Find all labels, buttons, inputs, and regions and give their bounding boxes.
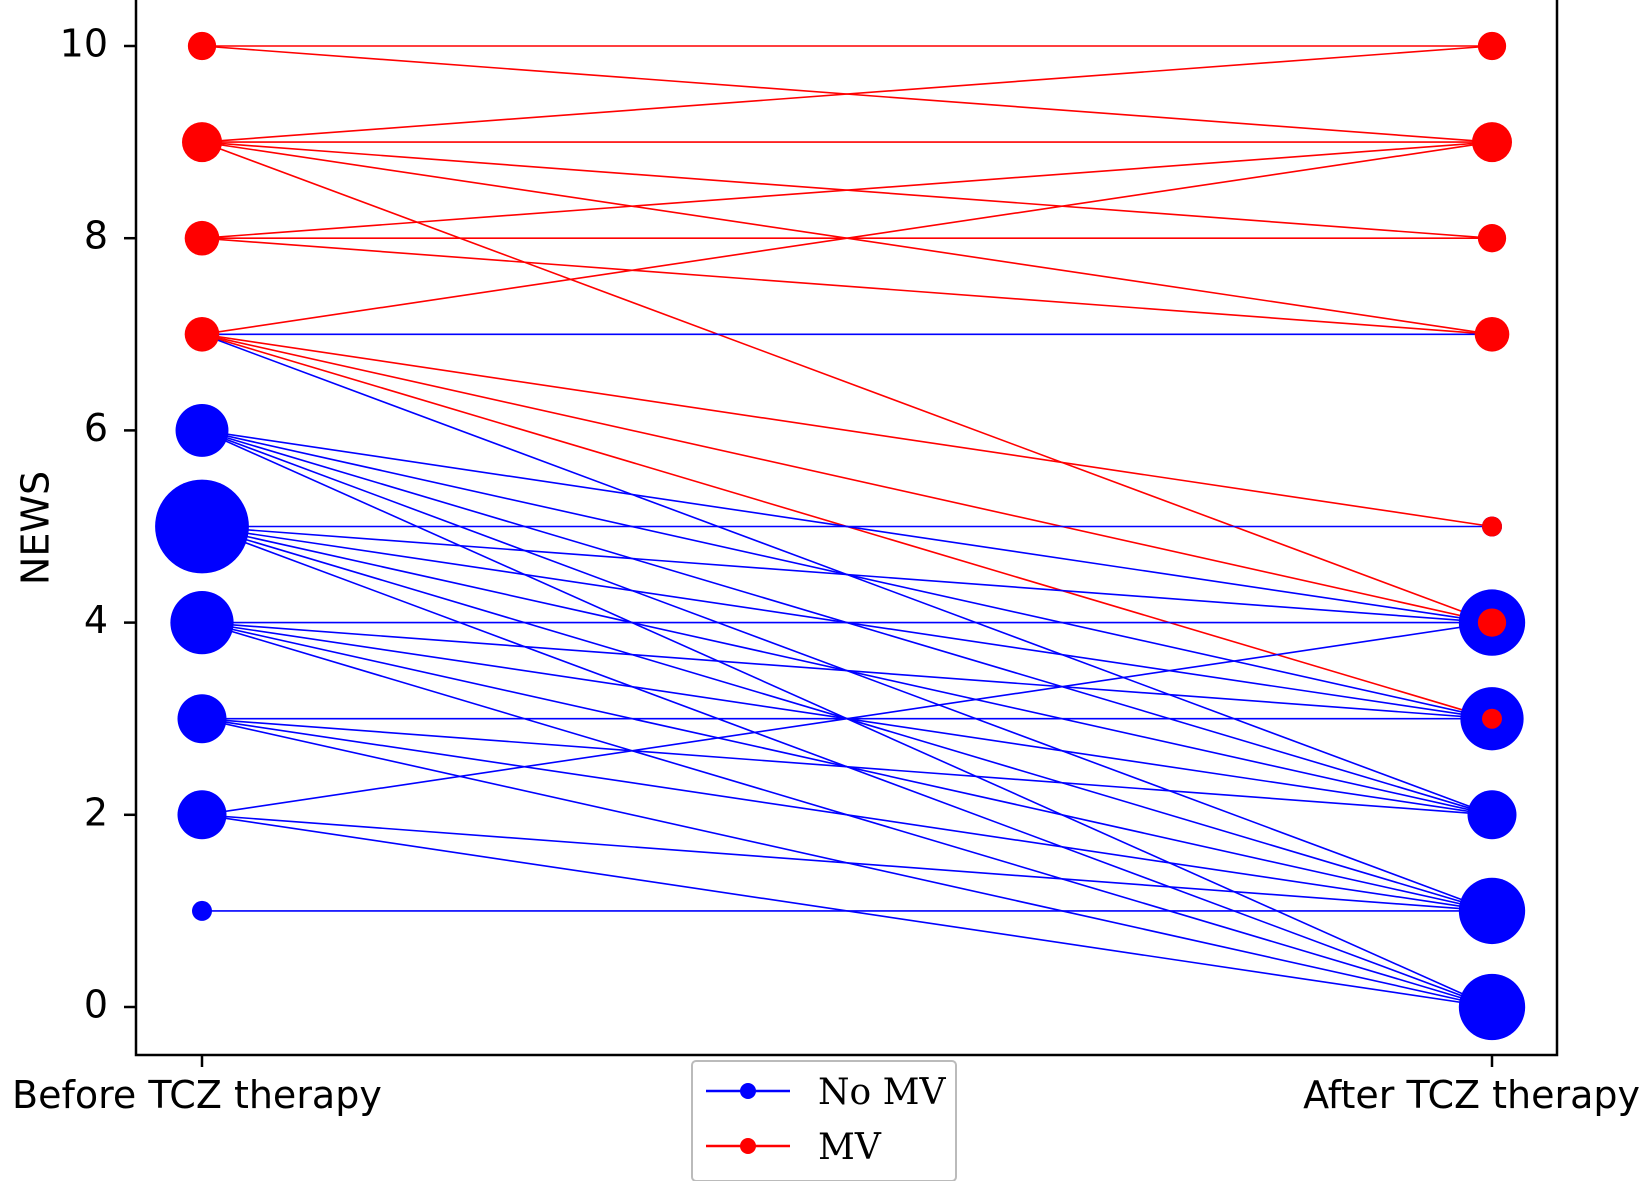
data-point-before: [175, 403, 229, 457]
y-tick-label: 8: [84, 214, 108, 258]
legend: No MV MV: [691, 1060, 957, 1181]
x-tick-label: Before TCZ therapy: [12, 1073, 382, 1117]
data-point-before: [155, 479, 249, 574]
series-line: [201, 141, 1493, 624]
series-line: [201, 621, 1493, 816]
series-line: [201, 717, 1493, 912]
y-tick-label: 4: [84, 598, 108, 642]
series-line: [201, 333, 1493, 624]
data-point-after: [1474, 316, 1510, 352]
data-point-after: [1472, 122, 1512, 163]
x-axis: Before TCZ therapy After TCZ therapy: [12, 1055, 1640, 1117]
data-point-after: [1482, 708, 1502, 729]
y-tick-label: 0: [84, 983, 108, 1027]
data-point-before: [177, 694, 227, 744]
series-line: [201, 45, 1493, 143]
series-line: [201, 814, 1493, 912]
series-line: [201, 717, 1493, 816]
data-point-after: [1467, 790, 1517, 840]
data-point-after: [1477, 608, 1507, 637]
data-point-before: [184, 220, 220, 256]
legend-label-mv: MV: [818, 1127, 882, 1168]
data-point-before: [192, 900, 212, 921]
y-axis-title: NEWS: [14, 471, 58, 585]
mv-lines: [201, 45, 1493, 720]
data-point-after: [1477, 31, 1507, 61]
series-line: [201, 237, 1493, 336]
data-point-before: [182, 122, 222, 163]
series-line: [201, 333, 1493, 528]
legend-marker-mv: [740, 1138, 756, 1154]
data-point-after: [1477, 224, 1507, 253]
plot-frame: [134, 0, 1559, 1057]
y-tick-label: 6: [84, 406, 108, 450]
y-tick-label: 2: [84, 790, 108, 834]
x-tick-label: After TCZ therapy: [1303, 1073, 1640, 1117]
legend-marker-no-mv: [740, 1083, 756, 1099]
y-tick-label: 10: [60, 22, 108, 66]
data-point-before: [187, 31, 217, 61]
legend-label-no-mv: No MV: [818, 1072, 946, 1113]
markers: [155, 31, 1526, 1041]
y-axis: 0 2 4 6 8 10: [60, 22, 136, 1027]
series-line: [201, 525, 1493, 624]
series-line: [201, 141, 1493, 336]
series-line: [201, 141, 1493, 239]
data-point-before: [177, 790, 227, 840]
series-line: [201, 621, 1493, 720]
no-mv-lines: [201, 333, 1493, 1008]
data-point-after: [1458, 877, 1526, 945]
data-point-before: [170, 590, 234, 655]
data-point-after: [1482, 516, 1502, 537]
data-point-after: [1458, 973, 1526, 1041]
data-point-before: [184, 316, 220, 352]
